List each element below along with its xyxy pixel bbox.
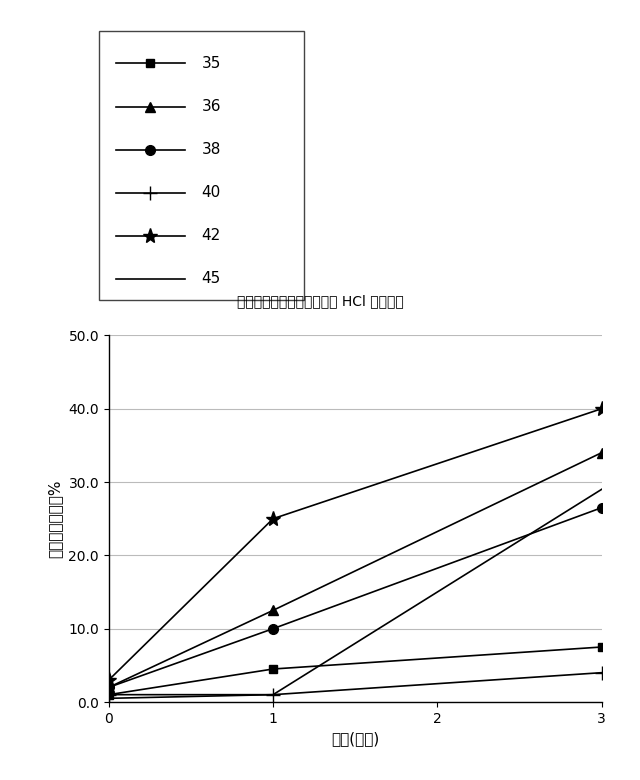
Text: 放出されるヒドロモルホン HCl の蓄積量: 放出されるヒドロモルホン HCl の蓄積量 <box>237 294 403 308</box>
Y-axis label: 累積薬物放出、%: 累積薬物放出、% <box>48 480 63 558</box>
Text: 38: 38 <box>202 142 221 157</box>
Text: 36: 36 <box>202 99 221 114</box>
Text: 40: 40 <box>202 185 221 200</box>
Text: 35: 35 <box>202 56 221 71</box>
X-axis label: 時間(時間): 時間(時間) <box>331 732 380 746</box>
Text: 45: 45 <box>202 271 221 286</box>
FancyBboxPatch shape <box>99 31 304 300</box>
Text: 42: 42 <box>202 229 221 243</box>
